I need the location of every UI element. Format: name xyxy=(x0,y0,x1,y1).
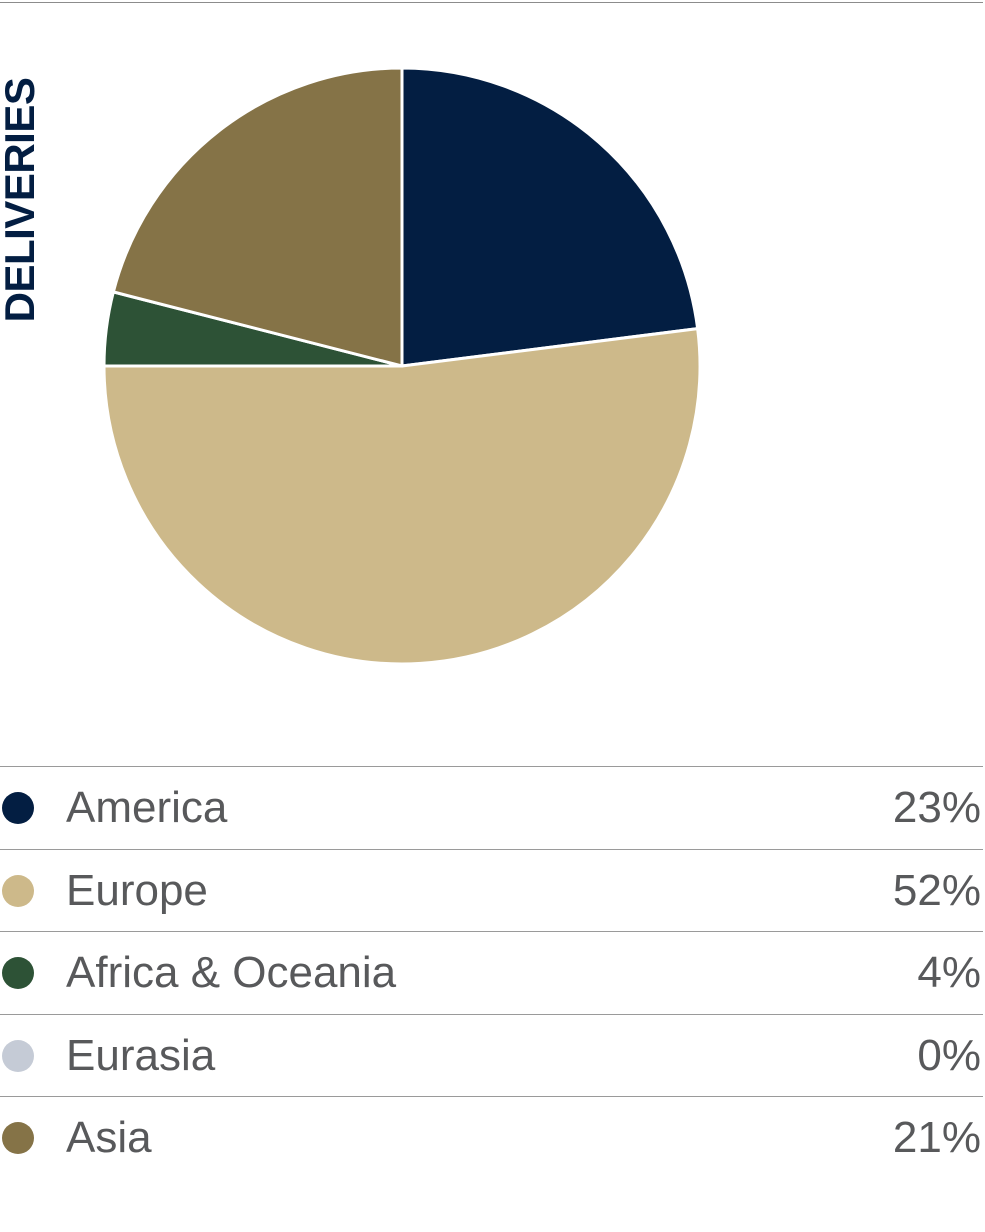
legend-row-africa-oceania: Africa & Oceania 4% xyxy=(0,931,983,1014)
legend-value: 23% xyxy=(892,783,981,832)
legend-value: 4% xyxy=(917,948,981,997)
legend: America 23% Europe 52% Africa & Oceania … xyxy=(0,766,983,1179)
pie-chart xyxy=(102,66,702,666)
legend-row-europe: Europe 52% xyxy=(0,848,983,932)
legend-value: 21% xyxy=(892,1113,981,1162)
top-divider xyxy=(0,2,983,3)
legend-value: 0% xyxy=(917,1030,981,1080)
legend-label: Eurasia xyxy=(66,1030,216,1080)
legend-label: America xyxy=(66,783,228,832)
legend-label: Africa & Oceania xyxy=(66,948,397,997)
legend-label: Asia xyxy=(66,1113,152,1162)
legend-label: Europe xyxy=(66,865,208,915)
legend-row-america: America 23% xyxy=(0,766,983,849)
legend-dot-europe xyxy=(2,874,34,907)
pie-slice-europe xyxy=(102,327,702,666)
pie-slice-asia xyxy=(111,66,404,368)
legend-dot-eurasia xyxy=(2,1039,34,1072)
pie-slice-america xyxy=(400,66,700,368)
pie-slices xyxy=(102,66,702,666)
legend-row-asia: Asia 21% xyxy=(0,1096,983,1179)
legend-value: 52% xyxy=(892,865,981,915)
legend-dot-america xyxy=(2,792,34,824)
legend-row-eurasia: Eurasia 0% xyxy=(0,1013,983,1097)
legend-dot-asia xyxy=(2,1122,34,1154)
legend-dot-africa-oceania xyxy=(2,957,34,989)
